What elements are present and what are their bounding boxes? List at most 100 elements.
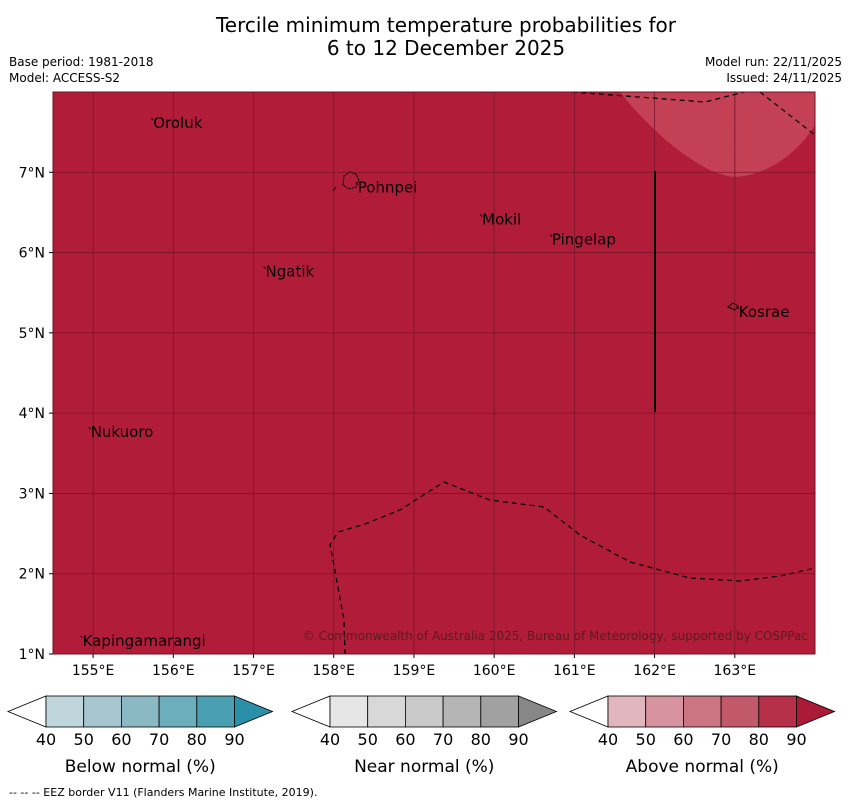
place-label: Ngatik xyxy=(266,263,315,281)
colorbar-segment xyxy=(480,695,519,728)
lat-tick-label: 2°N xyxy=(19,567,45,583)
title-line-1: Tercile minimum temperature probabilitie… xyxy=(215,13,677,37)
place-label: Kosrae xyxy=(739,303,790,321)
eez-border-north xyxy=(571,92,815,136)
map-area: Oroluk Pohnpei Mokil Pingelap Ngatik Kosrae Nu… xyxy=(53,92,815,654)
island-marker xyxy=(88,426,92,430)
place-kosrae: Kosrae xyxy=(736,303,790,321)
place-label: Nukuoro xyxy=(91,423,154,441)
colorbar-segment xyxy=(329,695,369,728)
chart-title: Tercile minimum temperature probabilitie… xyxy=(0,14,850,60)
place-label: Oroluk xyxy=(153,114,202,132)
island-marker xyxy=(479,214,483,217)
lon-tick-label: 163°E xyxy=(714,663,757,679)
colorbar-tick-label: 70 xyxy=(149,730,169,749)
colorbar-tick-label: 70 xyxy=(711,730,731,749)
lon-tick-label: 159°E xyxy=(393,663,436,679)
island-marker xyxy=(150,117,154,121)
colorbar-tick-label: 90 xyxy=(508,730,528,749)
colorbar-segment xyxy=(45,695,85,728)
lat-tick-label: 7°N xyxy=(19,165,45,181)
place-nukuoro: Nukuoro xyxy=(88,423,154,441)
colorbar-tick-label: 50 xyxy=(74,730,94,749)
lat-tick-label: 1°N xyxy=(19,647,45,663)
colorbar-tick-label: 40 xyxy=(598,730,618,749)
lat-tick-label: 4°N xyxy=(19,406,45,422)
colorbar-below: 40 50 60 70 80 90 Below normal (%) xyxy=(6,695,274,777)
colorbar-tick-label: 80 xyxy=(471,730,491,749)
island-marker xyxy=(263,266,266,269)
colorbar-segment xyxy=(607,695,647,728)
colorbar-tick-label: 60 xyxy=(111,730,131,749)
place-mokil: Mokil xyxy=(479,210,521,228)
colorbar-segment xyxy=(645,695,684,728)
map-frame xyxy=(52,91,816,655)
colorbar-tick-label: 50 xyxy=(636,730,656,749)
colorbar-near: 40 50 60 70 80 90 Near normal (%) xyxy=(290,695,558,777)
colorbar-legends: 40 50 60 70 80 90 Below normal (%) 40 50 60 70 80 90… xyxy=(6,695,836,777)
colorbar-min-triangle xyxy=(568,695,609,728)
lon-tick-label: 161°E xyxy=(553,663,596,679)
lon-tick-label: 158°E xyxy=(312,663,355,679)
colorbar-min-triangle xyxy=(290,695,331,728)
place-kapingamarangi: Kapingamarangi xyxy=(80,632,206,650)
colorbar-max-triangle xyxy=(518,695,558,728)
place-ngatik: Ngatik xyxy=(263,263,315,281)
longitude-axis: 155°E 156°E 157°E 158°E 159°E 160°E 161°E 162°E… xyxy=(72,654,756,679)
place-label: Pohnpei xyxy=(358,178,418,196)
lat-tick-label: 6°N xyxy=(19,246,45,262)
colorbar-tick-label: 80 xyxy=(187,730,207,749)
colorbar-tick-label: 80 xyxy=(749,730,769,749)
meta-left: Base period: 1981-2018 Model: ACCESS-S2 xyxy=(9,54,154,86)
colorbar-segment xyxy=(121,695,160,728)
lon-tick-label: 162°E xyxy=(633,663,676,679)
base-period: Base period: 1981-2018 xyxy=(9,55,154,69)
lon-tick-label: 156°E xyxy=(152,663,195,679)
lon-tick-label: 157°E xyxy=(232,663,275,679)
island-marker xyxy=(80,635,84,639)
probability-patch-light xyxy=(620,92,815,177)
place-pingelap: Pingelap xyxy=(549,231,616,249)
place-label: Mokil xyxy=(482,210,521,228)
place-label: Kapingamarangi xyxy=(83,632,206,650)
colorbar-title: Below normal (%) xyxy=(65,757,216,777)
lat-tick-label: 3°N xyxy=(19,486,45,502)
colorbar-segment xyxy=(442,695,482,728)
model-run: Model run: 22/11/2025 xyxy=(704,55,842,69)
place-label: Pingelap xyxy=(552,231,616,249)
colorbar-segment xyxy=(758,695,797,728)
colorbar-segment xyxy=(404,695,444,728)
island-marker xyxy=(736,306,740,310)
colorbar-tick-label: 40 xyxy=(320,730,340,749)
lon-tick-label: 155°E xyxy=(72,663,115,679)
colorbar-tick-label: 60 xyxy=(395,730,415,749)
colorbar-above: 40 50 60 70 80 90 Above normal (%) xyxy=(568,695,836,777)
lon-tick-label: 160°E xyxy=(473,663,516,679)
place-pohnpei: Pohnpei xyxy=(355,178,418,196)
issued-date: Issued: 24/11/2025 xyxy=(726,71,842,85)
copyright-notice: © Commonwealth of Australia 2025, Bureau… xyxy=(303,629,808,643)
probability-map: Oroluk Pohnpei Mokil Pingelap Ngatik Kosrae Nu… xyxy=(6,91,836,777)
colorbar-max-triangle xyxy=(796,695,836,728)
colorbar-tick-label: 40 xyxy=(36,730,56,749)
map-background xyxy=(53,92,815,654)
colorbar-tick-label: 90 xyxy=(786,730,806,749)
colorbar-min-triangle xyxy=(6,695,47,728)
colorbar-title: Above normal (%) xyxy=(626,757,779,777)
colorbar-segment xyxy=(196,695,235,728)
ant-atoll-mark xyxy=(332,186,337,192)
colorbar-segment xyxy=(683,695,722,728)
colorbar-segment xyxy=(367,695,406,728)
colorbar-tick-label: 50 xyxy=(358,730,378,749)
colorbar-tick-label: 90 xyxy=(224,730,244,749)
latitude-axis: 1°N 2°N 3°N 4°N 5°N 6°N 7°N xyxy=(19,165,53,663)
place-oroluk: Oroluk xyxy=(150,114,203,132)
title-line-2: 6 to 12 December 2025 xyxy=(326,36,566,60)
colorbar-max-triangle xyxy=(234,695,274,728)
kosrae-outline xyxy=(727,302,739,311)
eez-footnote: -- -- -- EEZ border V11 (Flanders Marine… xyxy=(9,786,318,799)
place-labels: Oroluk Pohnpei Mokil Pingelap Ngatik Kosrae Nu… xyxy=(80,114,790,650)
colorbar-title: Near normal (%) xyxy=(354,757,494,777)
colorbar-tick-label: 70 xyxy=(433,730,453,749)
lat-tick-label: 5°N xyxy=(19,326,45,342)
